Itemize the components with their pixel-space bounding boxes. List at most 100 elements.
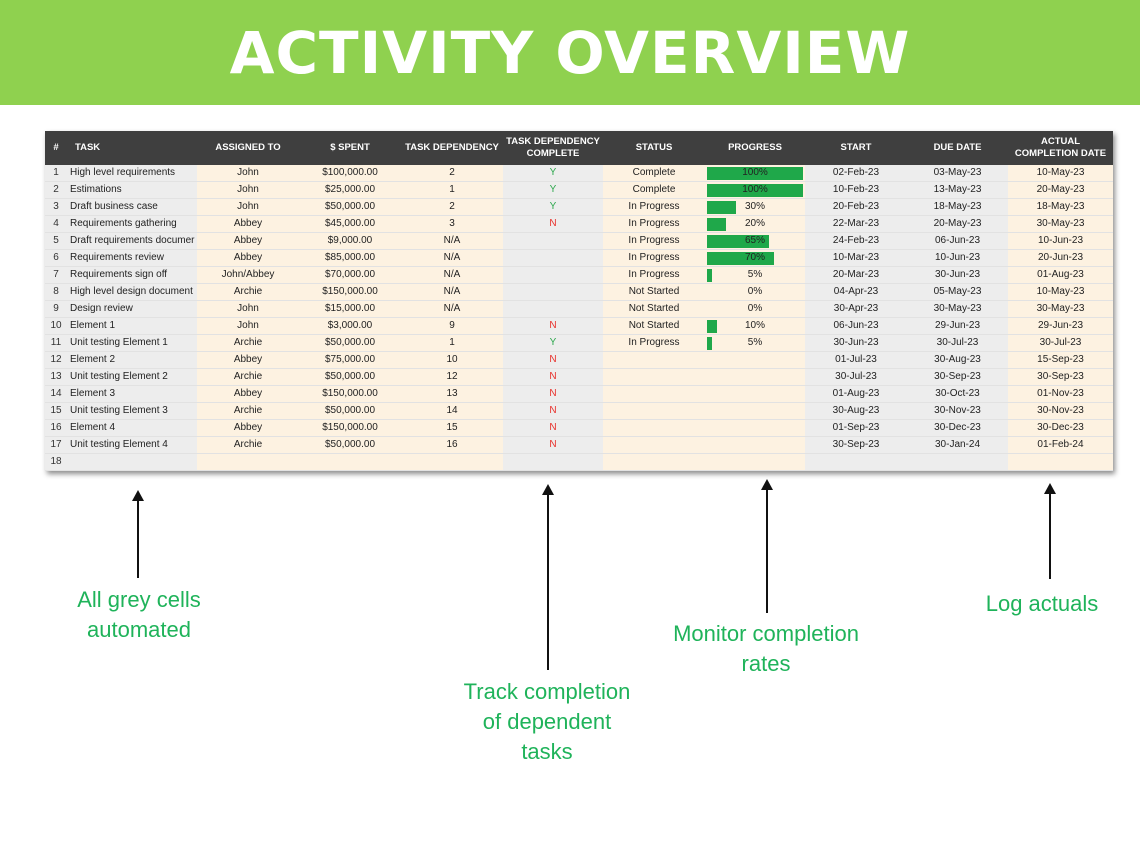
- actual-completion-cell[interactable]: 10-May-23: [1008, 165, 1113, 182]
- dependency-cell[interactable]: 13: [401, 385, 503, 403]
- row-number[interactable]: 5: [45, 232, 67, 250]
- start-cell[interactable]: 30-Sep-23: [805, 436, 907, 454]
- progress-cell[interactable]: 65%: [705, 232, 805, 250]
- dependency-complete-cell[interactable]: [503, 300, 603, 318]
- spent-cell[interactable]: $150,000.00: [299, 419, 401, 437]
- row-number[interactable]: 10: [45, 317, 67, 335]
- due-date-cell[interactable]: 10-Jun-23: [907, 249, 1008, 267]
- actual-completion-cell[interactable]: 30-Dec-23: [1008, 419, 1113, 437]
- dependency-complete-cell[interactable]: Y: [503, 334, 603, 352]
- due-date-cell[interactable]: [907, 453, 1008, 471]
- row-number[interactable]: 14: [45, 385, 67, 403]
- dependency-cell[interactable]: N/A: [401, 300, 503, 318]
- assigned-cell[interactable]: John: [197, 181, 299, 199]
- assigned-cell[interactable]: Abbey: [197, 351, 299, 369]
- actual-completion-cell[interactable]: 15-Sep-23: [1008, 351, 1113, 369]
- start-cell[interactable]: 30-Aug-23: [805, 402, 907, 420]
- assigned-cell[interactable]: Abbey: [197, 232, 299, 250]
- actual-completion-cell[interactable]: 30-Nov-23: [1008, 402, 1113, 420]
- spent-cell[interactable]: $9,000.00: [299, 232, 401, 250]
- dependency-complete-cell[interactable]: [503, 266, 603, 284]
- due-date-cell[interactable]: 13-May-23: [907, 181, 1008, 199]
- spent-cell[interactable]: $3,000.00: [299, 317, 401, 335]
- actual-completion-cell[interactable]: 18-May-23: [1008, 198, 1113, 216]
- due-date-cell[interactable]: 30-Nov-23: [907, 402, 1008, 420]
- assigned-cell[interactable]: John/Abbey: [197, 266, 299, 284]
- start-cell[interactable]: 20-Feb-23: [805, 198, 907, 216]
- spent-cell[interactable]: $70,000.00: [299, 266, 401, 284]
- task-cell[interactable]: Element 2: [67, 351, 197, 369]
- task-cell[interactable]: Element 3: [67, 385, 197, 403]
- due-date-cell[interactable]: 20-May-23: [907, 215, 1008, 233]
- dependency-cell[interactable]: 3: [401, 215, 503, 233]
- start-cell[interactable]: 30-Jul-23: [805, 368, 907, 386]
- progress-cell[interactable]: [705, 436, 805, 454]
- assigned-cell[interactable]: Archie: [197, 402, 299, 420]
- assigned-cell[interactable]: Abbey: [197, 249, 299, 267]
- task-cell[interactable]: Design review: [67, 300, 197, 318]
- row-number[interactable]: 4: [45, 215, 67, 233]
- progress-cell[interactable]: 70%: [705, 249, 805, 267]
- assigned-cell[interactable]: Archie: [197, 436, 299, 454]
- due-date-cell[interactable]: 30-Aug-23: [907, 351, 1008, 369]
- assigned-cell[interactable]: Abbey: [197, 385, 299, 403]
- progress-cell[interactable]: 5%: [705, 266, 805, 284]
- row-number[interactable]: 16: [45, 419, 67, 437]
- progress-cell[interactable]: [705, 402, 805, 420]
- row-number[interactable]: 15: [45, 402, 67, 420]
- dependency-cell[interactable]: 2: [401, 165, 503, 182]
- task-cell[interactable]: Estimations: [67, 181, 197, 199]
- spent-cell[interactable]: $50,000.00: [299, 368, 401, 386]
- progress-cell[interactable]: [705, 368, 805, 386]
- dependency-cell[interactable]: 12: [401, 368, 503, 386]
- due-date-cell[interactable]: 18-May-23: [907, 198, 1008, 216]
- row-number[interactable]: 13: [45, 368, 67, 386]
- actual-completion-cell[interactable]: [1008, 453, 1113, 471]
- dependency-complete-cell[interactable]: N: [503, 419, 603, 437]
- actual-completion-cell[interactable]: 29-Jun-23: [1008, 317, 1113, 335]
- spent-cell[interactable]: $50,000.00: [299, 402, 401, 420]
- status-cell[interactable]: Complete: [603, 165, 705, 182]
- status-cell[interactable]: Not Started: [603, 300, 705, 318]
- dependency-cell[interactable]: 15: [401, 419, 503, 437]
- row-number[interactable]: 7: [45, 266, 67, 284]
- row-number[interactable]: 12: [45, 351, 67, 369]
- start-cell[interactable]: 22-Mar-23: [805, 215, 907, 233]
- start-cell[interactable]: 02-Feb-23: [805, 165, 907, 182]
- dependency-complete-cell[interactable]: Y: [503, 181, 603, 199]
- progress-cell[interactable]: 5%: [705, 334, 805, 352]
- actual-completion-cell[interactable]: 01-Feb-24: [1008, 436, 1113, 454]
- start-cell[interactable]: 10-Feb-23: [805, 181, 907, 199]
- dependency-complete-cell[interactable]: [503, 453, 603, 471]
- spent-cell[interactable]: $150,000.00: [299, 385, 401, 403]
- status-cell[interactable]: In Progress: [603, 232, 705, 250]
- start-cell[interactable]: 30-Apr-23: [805, 300, 907, 318]
- due-date-cell[interactable]: 03-May-23: [907, 165, 1008, 182]
- actual-completion-cell[interactable]: 30-May-23: [1008, 215, 1113, 233]
- dependency-cell[interactable]: N/A: [401, 283, 503, 301]
- status-cell[interactable]: In Progress: [603, 215, 705, 233]
- due-date-cell[interactable]: 30-Jan-24: [907, 436, 1008, 454]
- start-cell[interactable]: 01-Aug-23: [805, 385, 907, 403]
- dependency-complete-cell[interactable]: N: [503, 215, 603, 233]
- start-cell[interactable]: 24-Feb-23: [805, 232, 907, 250]
- actual-completion-cell[interactable]: 01-Aug-23: [1008, 266, 1113, 284]
- start-cell[interactable]: 04-Apr-23: [805, 283, 907, 301]
- dependency-complete-cell[interactable]: Y: [503, 198, 603, 216]
- progress-cell[interactable]: [705, 351, 805, 369]
- due-date-cell[interactable]: 30-Jul-23: [907, 334, 1008, 352]
- progress-cell[interactable]: 20%: [705, 215, 805, 233]
- row-number[interactable]: 2: [45, 181, 67, 199]
- due-date-cell[interactable]: 05-May-23: [907, 283, 1008, 301]
- actual-completion-cell[interactable]: 10-May-23: [1008, 283, 1113, 301]
- spent-cell[interactable]: $150,000.00: [299, 283, 401, 301]
- task-cell[interactable]: Draft business case: [67, 198, 197, 216]
- start-cell[interactable]: 20-Mar-23: [805, 266, 907, 284]
- actual-completion-cell[interactable]: 01-Nov-23: [1008, 385, 1113, 403]
- status-cell[interactable]: In Progress: [603, 266, 705, 284]
- spent-cell[interactable]: $15,000.00: [299, 300, 401, 318]
- status-cell[interactable]: [603, 385, 705, 403]
- spent-cell[interactable]: $50,000.00: [299, 334, 401, 352]
- task-cell[interactable]: High level requirements: [67, 165, 197, 182]
- task-cell[interactable]: [67, 453, 197, 471]
